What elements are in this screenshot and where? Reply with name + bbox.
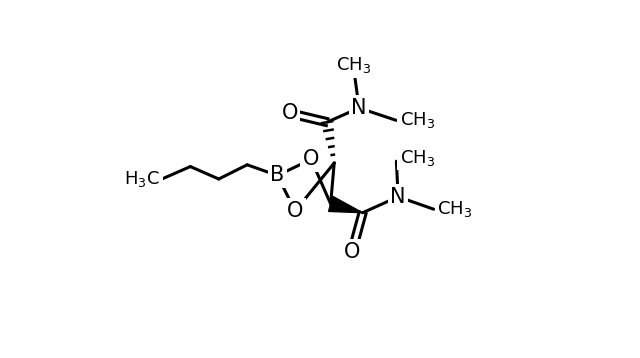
Text: N: N (390, 187, 406, 207)
Polygon shape (328, 196, 363, 213)
Text: CH$_3$: CH$_3$ (400, 110, 435, 130)
Text: O: O (303, 149, 319, 169)
Text: CH$_3$: CH$_3$ (400, 148, 435, 168)
Text: O: O (344, 242, 360, 262)
Text: B: B (270, 165, 285, 185)
Text: H$_3$C: H$_3$C (124, 169, 160, 189)
Text: N: N (351, 98, 367, 118)
Text: CH$_3$: CH$_3$ (336, 55, 371, 75)
Text: O: O (282, 103, 298, 123)
Text: CH$_3$: CH$_3$ (437, 199, 472, 219)
Text: O: O (287, 201, 303, 221)
